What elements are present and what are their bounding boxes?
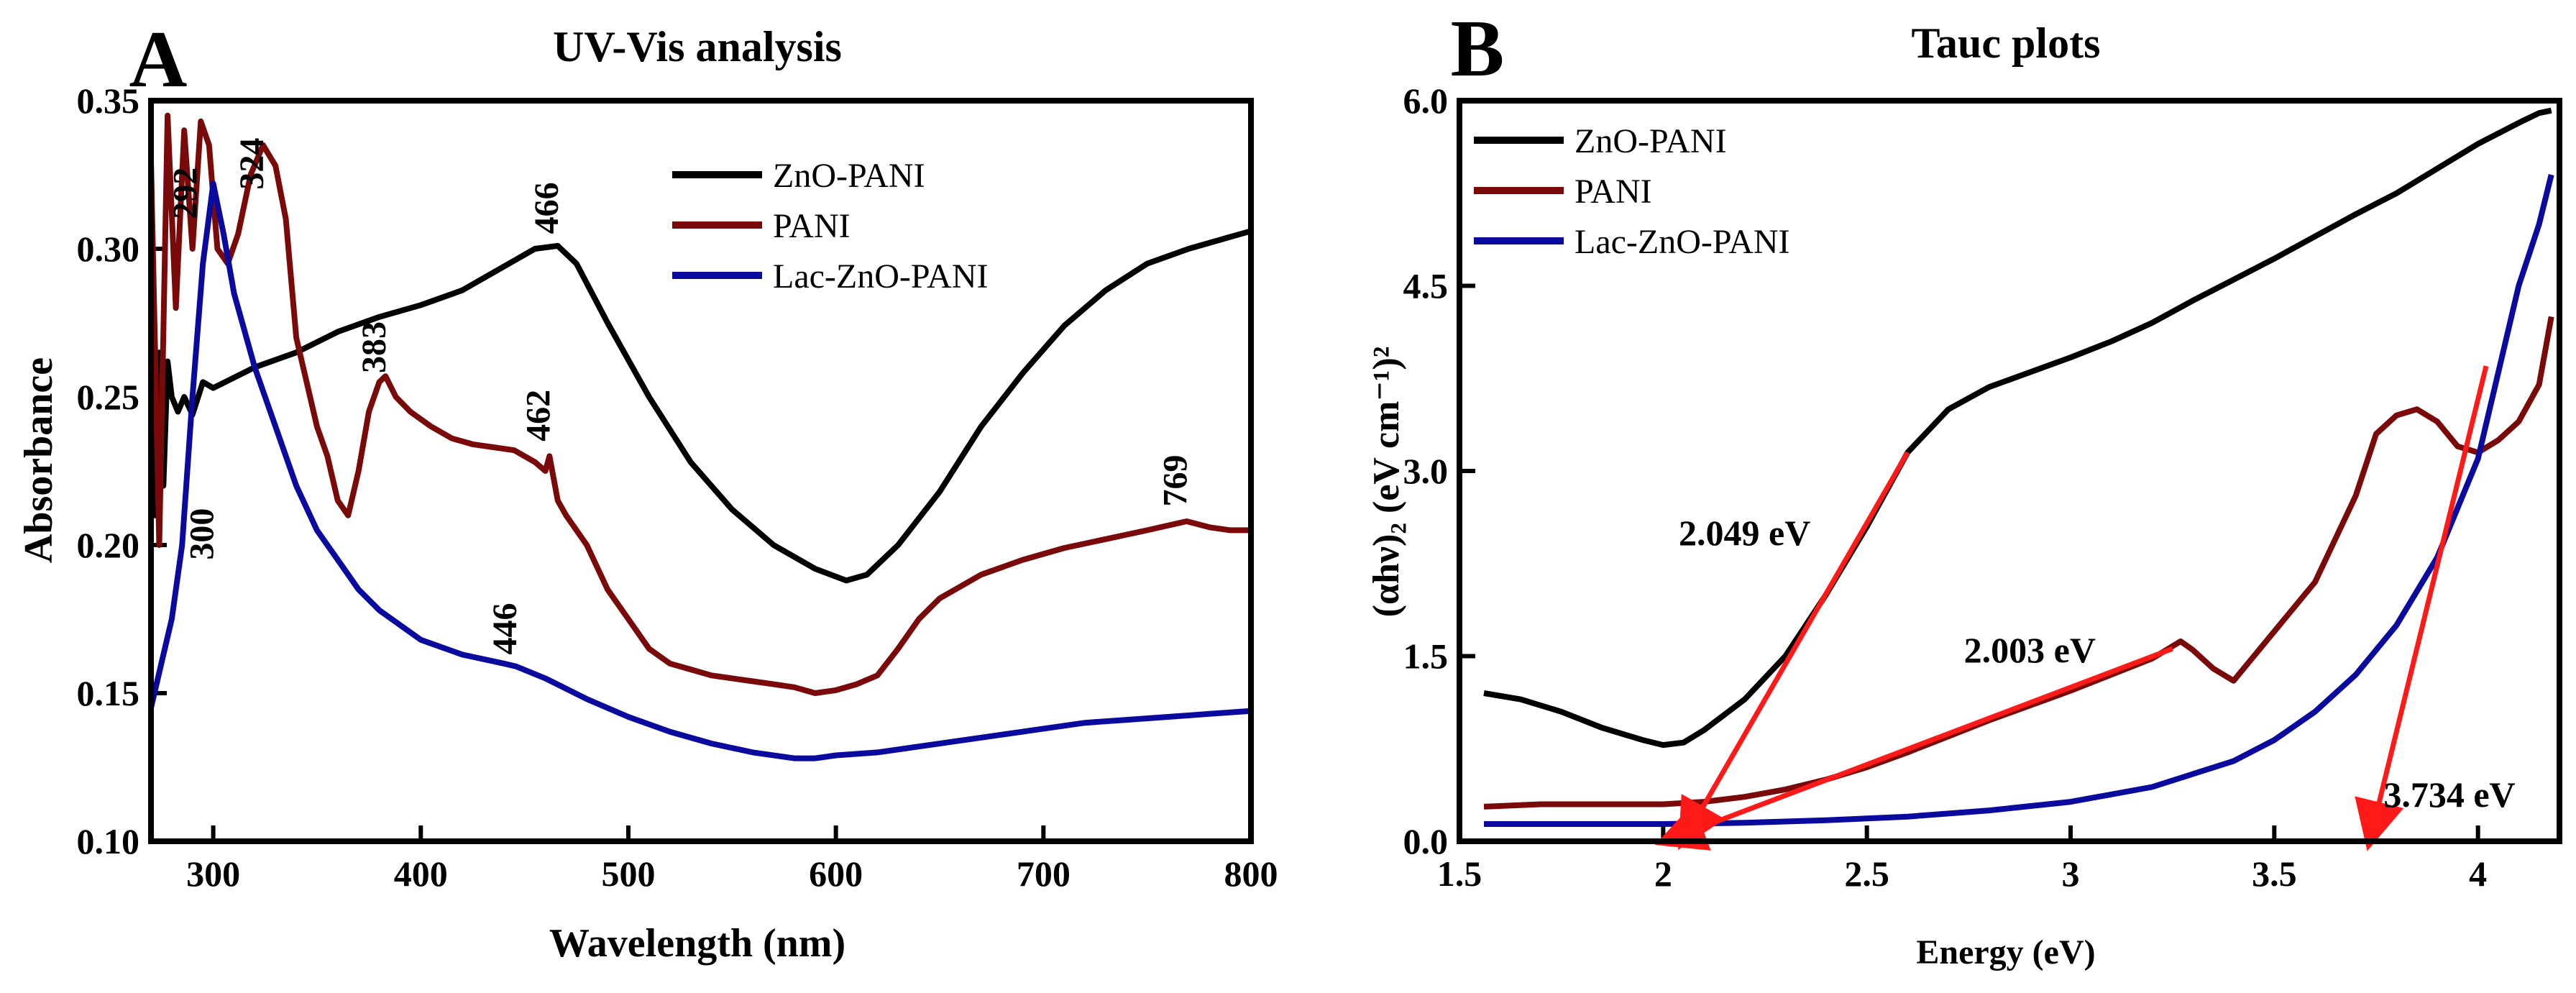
panel-b-x-tick-label: 1.5 bbox=[1437, 854, 1482, 894]
panel-a-peak-label: 769 bbox=[1157, 454, 1195, 506]
panel-a-x-tick-label: 600 bbox=[809, 854, 863, 894]
panel-b-y-tick-label: 3.0 bbox=[1403, 451, 1449, 491]
panel-a-axis-ticks: 300 400 500 600 700 800 0.10 0.15 0.20 0.25 0.30 0.… bbox=[77, 81, 1278, 894]
panel-b: B Tauc plots Energy (eV) (αhν)₂ (eV cm⁻¹… bbox=[1366, 4, 2562, 971]
panel-b-tangent-line bbox=[2355, 365, 2489, 851]
panel-b-tangent-line bbox=[1654, 646, 2173, 851]
panel-b-y-tick-label: 6.0 bbox=[1403, 81, 1449, 121]
legend-a-label-lac-zno-pani: Lac-ZnO-PANI bbox=[773, 257, 988, 296]
panel-a-series-pani bbox=[148, 112, 1251, 696]
panel-a-x-tick-label: 700 bbox=[1017, 854, 1071, 894]
panel-b-series-zno-pani bbox=[1483, 107, 2552, 749]
panel-b-x-tick-label: 3 bbox=[2062, 854, 2080, 894]
panel-a-x-tick-label: 300 bbox=[186, 854, 240, 894]
legend-b-label-zno-pani: ZnO-PANI bbox=[1575, 122, 1727, 160]
panel-b-series-lac-zno-pani bbox=[1484, 174, 2554, 827]
panel-a-peak-label: 446 bbox=[486, 603, 524, 654]
panel-b-tangent-line bbox=[1678, 451, 1910, 851]
panel-a-peak-label: 292 bbox=[167, 168, 205, 219]
panel-b-bandgap-label: 3.734 eV bbox=[2383, 774, 2515, 815]
panel-b-y-tick-label: 4.5 bbox=[1403, 266, 1449, 306]
panel-b-title: Tauc plots bbox=[1912, 19, 2101, 67]
panel-a-x-tick-label: 800 bbox=[1224, 854, 1278, 894]
panel-a-x-tick-label: 400 bbox=[394, 854, 448, 894]
panel-b-y-tick-label: 1.5 bbox=[1403, 636, 1449, 677]
panel-a-y-tick-label: 0.20 bbox=[77, 525, 140, 565]
legend-b-label-lac-zno-pani: Lac-ZnO-PANI bbox=[1575, 223, 1789, 261]
panel-b-axis-ticks: 1.5 2 2.5 3 3.5 40.01.53.04.56.0 bbox=[1403, 81, 2488, 894]
panel-a-legend: ZnO-PANI PANI Lac-ZnO-PANI bbox=[672, 157, 988, 296]
panel-a-y-tick-label: 0.10 bbox=[77, 821, 140, 861]
panel-a-peak-label: 462 bbox=[519, 390, 557, 441]
panel-b-tangent-fits bbox=[1654, 365, 2489, 851]
panel-a-y-tick-label: 0.30 bbox=[77, 229, 140, 269]
panel-a-peak-label: 466 bbox=[528, 182, 566, 234]
panel-a-peak-label: 324 bbox=[233, 138, 271, 190]
panel-a-peak-label: 383 bbox=[355, 321, 393, 373]
panel-a-title: UV-Vis analysis bbox=[553, 23, 842, 70]
panel-b-bandgap-label: 2.003 eV bbox=[1964, 630, 2096, 670]
panel-a: A UV-Vis analysis Wavelength (nm) Absorb… bbox=[17, 15, 1278, 966]
panel-a-y-tick-label: 0.35 bbox=[77, 81, 140, 121]
panel-a-y-tick-label: 0.15 bbox=[77, 673, 140, 713]
panel-b-x-tick-label: 2 bbox=[1654, 854, 1672, 894]
panel-a-y-axis-label: Absorbance bbox=[17, 357, 61, 563]
legend-a-label-pani: PANI bbox=[773, 207, 851, 245]
panel-a-letter: A bbox=[129, 15, 188, 104]
panel-b-x-tick-label: 4 bbox=[2469, 854, 2487, 894]
panel-b-plot-frame bbox=[1457, 98, 2562, 844]
panel-b-bandgap-label: 2.049 eV bbox=[1679, 513, 1810, 553]
panel-b-legend: ZnO-PANI PANI Lac-ZnO-PANI bbox=[1474, 122, 1789, 261]
panel-b-bandgap-labels: 2.049 eV 2.003 eV 3.734 eV bbox=[1679, 513, 2516, 815]
panel-b-x-tick-label: 2.5 bbox=[1844, 854, 1889, 894]
panel-b-series-pani bbox=[1483, 316, 2554, 810]
panel-b-letter: B bbox=[1451, 4, 1505, 93]
legend-b-label-pani: PANI bbox=[1575, 173, 1652, 211]
panel-a-x-axis-label: Wavelength (nm) bbox=[549, 921, 845, 966]
panel-a-y-tick-label: 0.25 bbox=[77, 377, 140, 417]
panel-a-series bbox=[148, 112, 1252, 761]
panel-b-x-tick-label: 3.5 bbox=[2252, 854, 2297, 894]
panel-a-peak-annotations: 292 324 466 383 462 769 300 446 bbox=[167, 138, 1195, 655]
panel-b-y-axis-label: (αhν)₂ (eV cm⁻¹)² bbox=[1366, 347, 1407, 618]
panel-b-y-tick-label: 0.0 bbox=[1403, 821, 1449, 861]
panel-b-series bbox=[1483, 107, 2554, 827]
panel-b-x-axis-label: Energy (eV) bbox=[1916, 933, 2095, 971]
panel-a-series-lac-zno-pani bbox=[148, 180, 1252, 761]
legend-a-label-zno-pani: ZnO-PANI bbox=[773, 157, 925, 195]
panel-a-plot-frame bbox=[148, 98, 1254, 844]
panel-a-x-tick-label: 500 bbox=[601, 854, 655, 894]
panel-a-series-zno-pani bbox=[148, 228, 1252, 584]
panel-a-peak-label: 300 bbox=[183, 508, 221, 560]
